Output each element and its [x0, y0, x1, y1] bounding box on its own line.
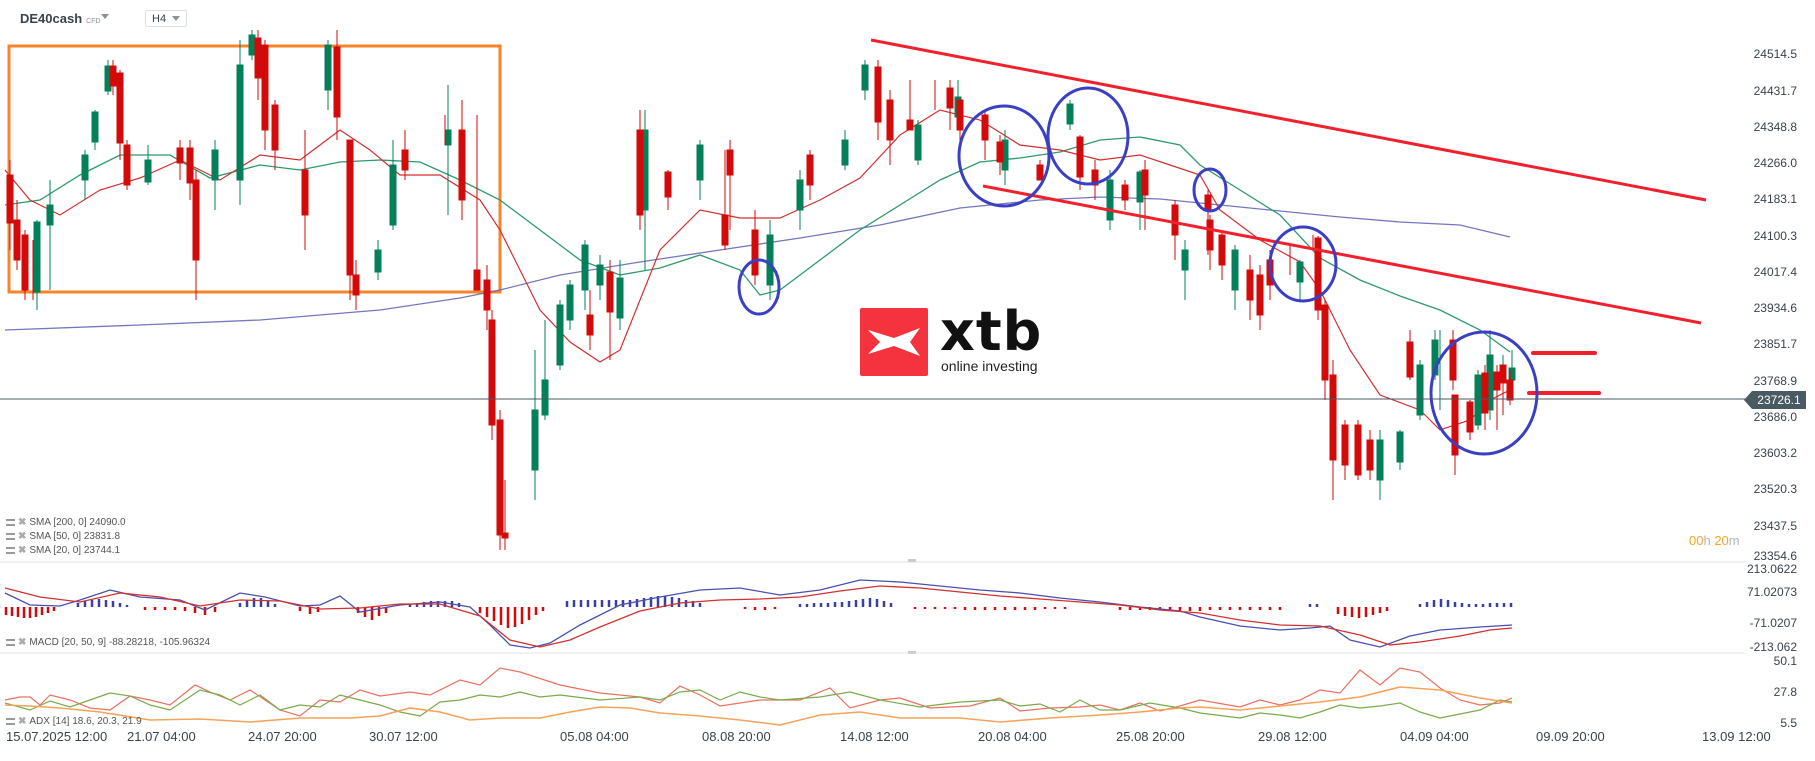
price-axis-label: 23520.3: [1753, 482, 1797, 496]
close-icon[interactable]: ✖: [18, 531, 27, 542]
settings-icon[interactable]: [6, 717, 15, 725]
adx-axis-label: 50.1: [1773, 654, 1797, 668]
legend-sma50[interactable]: ✖ SMA [50, 0] 23831.8: [6, 531, 120, 542]
macd-axis-label: -71.0207: [1749, 616, 1797, 630]
time-axis-label: 05.08 04:00: [560, 729, 629, 744]
price-axis-label: 23934.6: [1753, 301, 1797, 315]
time-axis-label: 29.08 12:00: [1258, 729, 1327, 744]
xtb-tagline: online investing: [941, 358, 1038, 374]
upper-trendline[interactable]: [870, 38, 1707, 202]
time-axis-label: 24.07 20:00: [248, 729, 317, 744]
settings-icon[interactable]: [6, 546, 15, 554]
price-axis-label: 23603.2: [1753, 446, 1797, 460]
macd-axis-label: -213.062: [1749, 640, 1797, 654]
chart-toolbar: DE40cash CFD H4: [0, 0, 1815, 34]
close-icon[interactable]: ✖: [18, 716, 27, 727]
symbol-type: CFD: [86, 18, 101, 25]
lower-trendline[interactable]: [982, 184, 1702, 325]
price-axis-label: 23686.0: [1753, 410, 1797, 424]
highlight-circles[interactable]: [737, 86, 1539, 456]
legend-adx[interactable]: ✖ ADX [14] 18.6, 20.3, 21.9: [6, 716, 142, 727]
macd-axis-label: 213.0622: [1746, 562, 1797, 576]
time-axis-label: 30.07 12:00: [369, 729, 438, 744]
price-axis-label: 23354.6: [1753, 549, 1797, 563]
time-axis-label: 04.09 04:00: [1400, 729, 1469, 744]
settings-icon[interactable]: [6, 518, 15, 526]
time-axis-label: 21.07 04:00: [127, 729, 196, 744]
legend-macd[interactable]: ✖ MACD [20, 50, 9] -88.28218, -105.96324: [6, 637, 210, 648]
price-axis-label: 24100.3: [1753, 229, 1797, 243]
current-price-tag: 23726.1: [1744, 391, 1806, 409]
settings-icon[interactable]: [6, 532, 15, 540]
time-axis-label: 13.09 12:00: [1702, 729, 1771, 744]
pane-resize-handle[interactable]: [908, 559, 916, 562]
price-axis-label: 24514.5: [1753, 47, 1797, 61]
time-axis-label: 25.08 20:00: [1116, 729, 1185, 744]
settings-icon[interactable]: [6, 638, 15, 646]
adx-axis-label: 27.8: [1773, 685, 1797, 699]
time-axis-label: 09.09 20:00: [1536, 729, 1605, 744]
time-axis-label: 20.08 04:00: [978, 729, 1047, 744]
symbol-name: DE40cash: [20, 11, 83, 26]
close-icon[interactable]: ✖: [18, 517, 27, 528]
legend-sma20[interactable]: ✖ SMA [20, 0] 23744.1: [6, 545, 120, 556]
macd-histogram: [4, 596, 1513, 628]
price-axis-label: 24017.4: [1753, 265, 1797, 279]
macd-axis-label: 71.02073: [1746, 585, 1797, 599]
chevron-down-icon[interactable]: [101, 14, 109, 19]
xtb-brand: xtb: [940, 300, 1043, 363]
time-axis-label: 15.07.2025 12:00: [6, 729, 108, 744]
xtb-logo: xtb online investing: [860, 300, 1140, 378]
price-axis-label: 24266.0: [1753, 156, 1797, 170]
timeframe-value: H4: [152, 13, 167, 25]
close-icon[interactable]: ✖: [18, 637, 27, 648]
price-axis-label: 23768.9: [1753, 374, 1797, 388]
timeframe-dropdown[interactable]: H4: [145, 10, 187, 27]
price-axis-label: 24183.1: [1753, 192, 1797, 206]
pane-resize-handle[interactable]: [908, 651, 916, 654]
time-axis-label: 08.08 20:00: [702, 729, 771, 744]
price-axis-label: 24348.8: [1753, 120, 1797, 134]
price-axis-label: 24431.7: [1753, 84, 1797, 98]
adx-axis-label: 5.5: [1780, 716, 1797, 730]
close-icon[interactable]: ✖: [18, 545, 27, 556]
legend-sma200[interactable]: ✖ SMA [200, 0] 24090.0: [6, 517, 126, 528]
time-axis-label: 14.08 12:00: [840, 729, 909, 744]
xtb-x-icon: [860, 308, 928, 376]
price-axis-label: 23437.5: [1753, 519, 1797, 533]
chevron-down-icon: [172, 16, 180, 21]
symbol-selector[interactable]: DE40cash CFD: [20, 11, 101, 26]
price-axis-label: 23851.7: [1753, 337, 1797, 351]
candles: [6, 30, 1516, 550]
candle-countdown: 00h 20m: [1689, 533, 1740, 548]
